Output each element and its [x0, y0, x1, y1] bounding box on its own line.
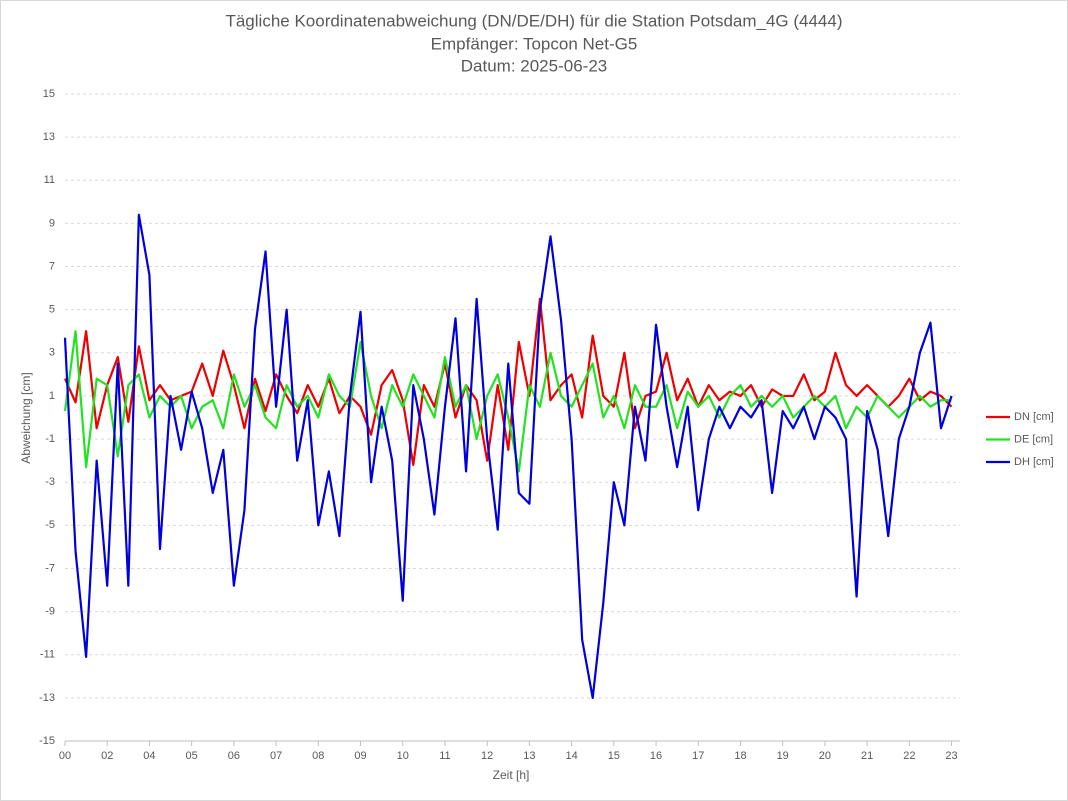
- y-tick-label: 3: [49, 347, 55, 359]
- x-axis-label: Zeit [h]: [493, 768, 530, 782]
- y-tick-label: -9: [45, 606, 55, 618]
- x-tick-label: 02: [101, 750, 113, 762]
- x-tick-label: 04: [143, 750, 155, 762]
- legend-label: DE [cm]: [1014, 433, 1053, 445]
- x-tick-label: 10: [397, 750, 409, 762]
- x-tick-label: 22: [903, 750, 915, 762]
- y-axis-label: Abweichung [cm]: [19, 372, 33, 463]
- x-tick-label: 05: [186, 750, 198, 762]
- x-tick-label: 15: [608, 750, 620, 762]
- x-tick-label: 17: [692, 750, 704, 762]
- y-tick-label: -13: [39, 692, 55, 704]
- y-tick-label: 13: [43, 131, 55, 143]
- x-tick-label: 13: [523, 750, 535, 762]
- x-tick-label: 19: [777, 750, 789, 762]
- x-tick-label: 20: [819, 750, 831, 762]
- y-tick-label: -11: [40, 649, 55, 661]
- chart-title: Tägliche Koordinatenabweichung (DN/DE/DH…: [225, 11, 842, 30]
- x-tick-label: 14: [565, 750, 577, 762]
- y-tick-label: -3: [45, 476, 55, 488]
- y-tick-label: 11: [44, 174, 55, 186]
- x-tick-label: 07: [270, 750, 282, 762]
- x-tick-label: 11: [439, 750, 450, 762]
- y-tick-label: -7: [45, 562, 55, 574]
- y-tick-label: 7: [49, 260, 55, 272]
- legend-label: DH [cm]: [1014, 456, 1054, 468]
- legend-label: DN [cm]: [1014, 411, 1054, 423]
- data-line: [63, 297, 953, 467]
- chart-subtitle: Datum: 2025-06-23: [461, 56, 607, 75]
- y-tick-label: 9: [49, 217, 55, 229]
- y-tick-label: 15: [43, 88, 55, 100]
- y-tick-label: -1: [45, 433, 55, 445]
- x-tick-label: 12: [481, 750, 493, 762]
- chart-subtitle: Empfänger: Topcon Net-G5: [431, 34, 638, 53]
- x-tick-label: 00: [59, 750, 71, 762]
- y-tick-label: 1: [49, 390, 55, 402]
- x-tick-label: 18: [734, 750, 746, 762]
- x-tick-label: 09: [354, 750, 366, 762]
- y-tick-label: -15: [39, 735, 55, 747]
- data-line: [63, 213, 953, 699]
- x-tick-label: 21: [861, 750, 873, 762]
- x-tick-label: 06: [228, 750, 240, 762]
- x-tick-label: 08: [312, 750, 324, 762]
- x-tick-label: 23: [945, 750, 957, 762]
- y-tick-label: -5: [45, 519, 55, 531]
- x-tick-label: 16: [650, 750, 662, 762]
- y-tick-label: 5: [49, 304, 55, 316]
